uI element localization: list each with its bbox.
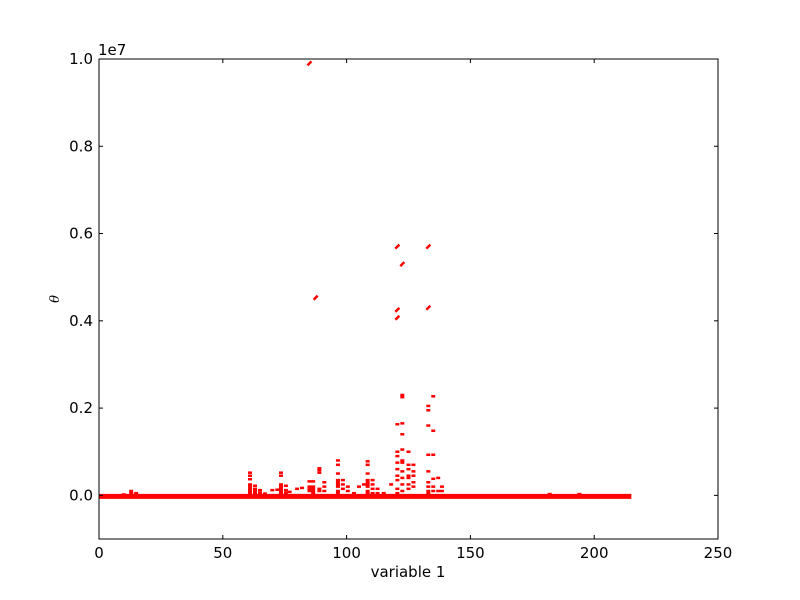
y-axis-label: θ (48, 295, 63, 303)
y-tick-label: 1.0 (69, 50, 93, 68)
data-dash (312, 294, 319, 301)
y-tick-label: 0.0 (69, 486, 93, 504)
data-dash (394, 307, 401, 313)
x-tick-label: 50 (213, 544, 232, 562)
x-tick-label: 150 (456, 544, 485, 562)
y-offset-label: 1e7 (98, 41, 126, 59)
data-dash (306, 60, 313, 67)
x-tick-label: 0 (94, 544, 104, 562)
data-dash (399, 261, 406, 267)
x-tick-label: 200 (580, 544, 609, 562)
axis-ticks: 0 50 100 150 200 250 0.0 0.2 0.4 0.6 0.8 1.0 (69, 50, 732, 562)
data-dash (394, 314, 401, 321)
x-axis-label: variable 1 (371, 563, 446, 581)
data-dash (425, 304, 432, 311)
y-tick-label: 0.4 (69, 312, 93, 330)
data-dash (425, 243, 432, 250)
data-dash (394, 243, 401, 250)
x-tick-label: 100 (332, 544, 361, 562)
axes-frame (98, 58, 719, 540)
plot-marks (99, 60, 632, 499)
y-tick-label: 0.8 (69, 137, 93, 155)
y-tick-label: 0.2 (69, 399, 93, 417)
x-tick-label: 250 (704, 544, 733, 562)
y-tick-label: 0.6 (69, 225, 93, 243)
